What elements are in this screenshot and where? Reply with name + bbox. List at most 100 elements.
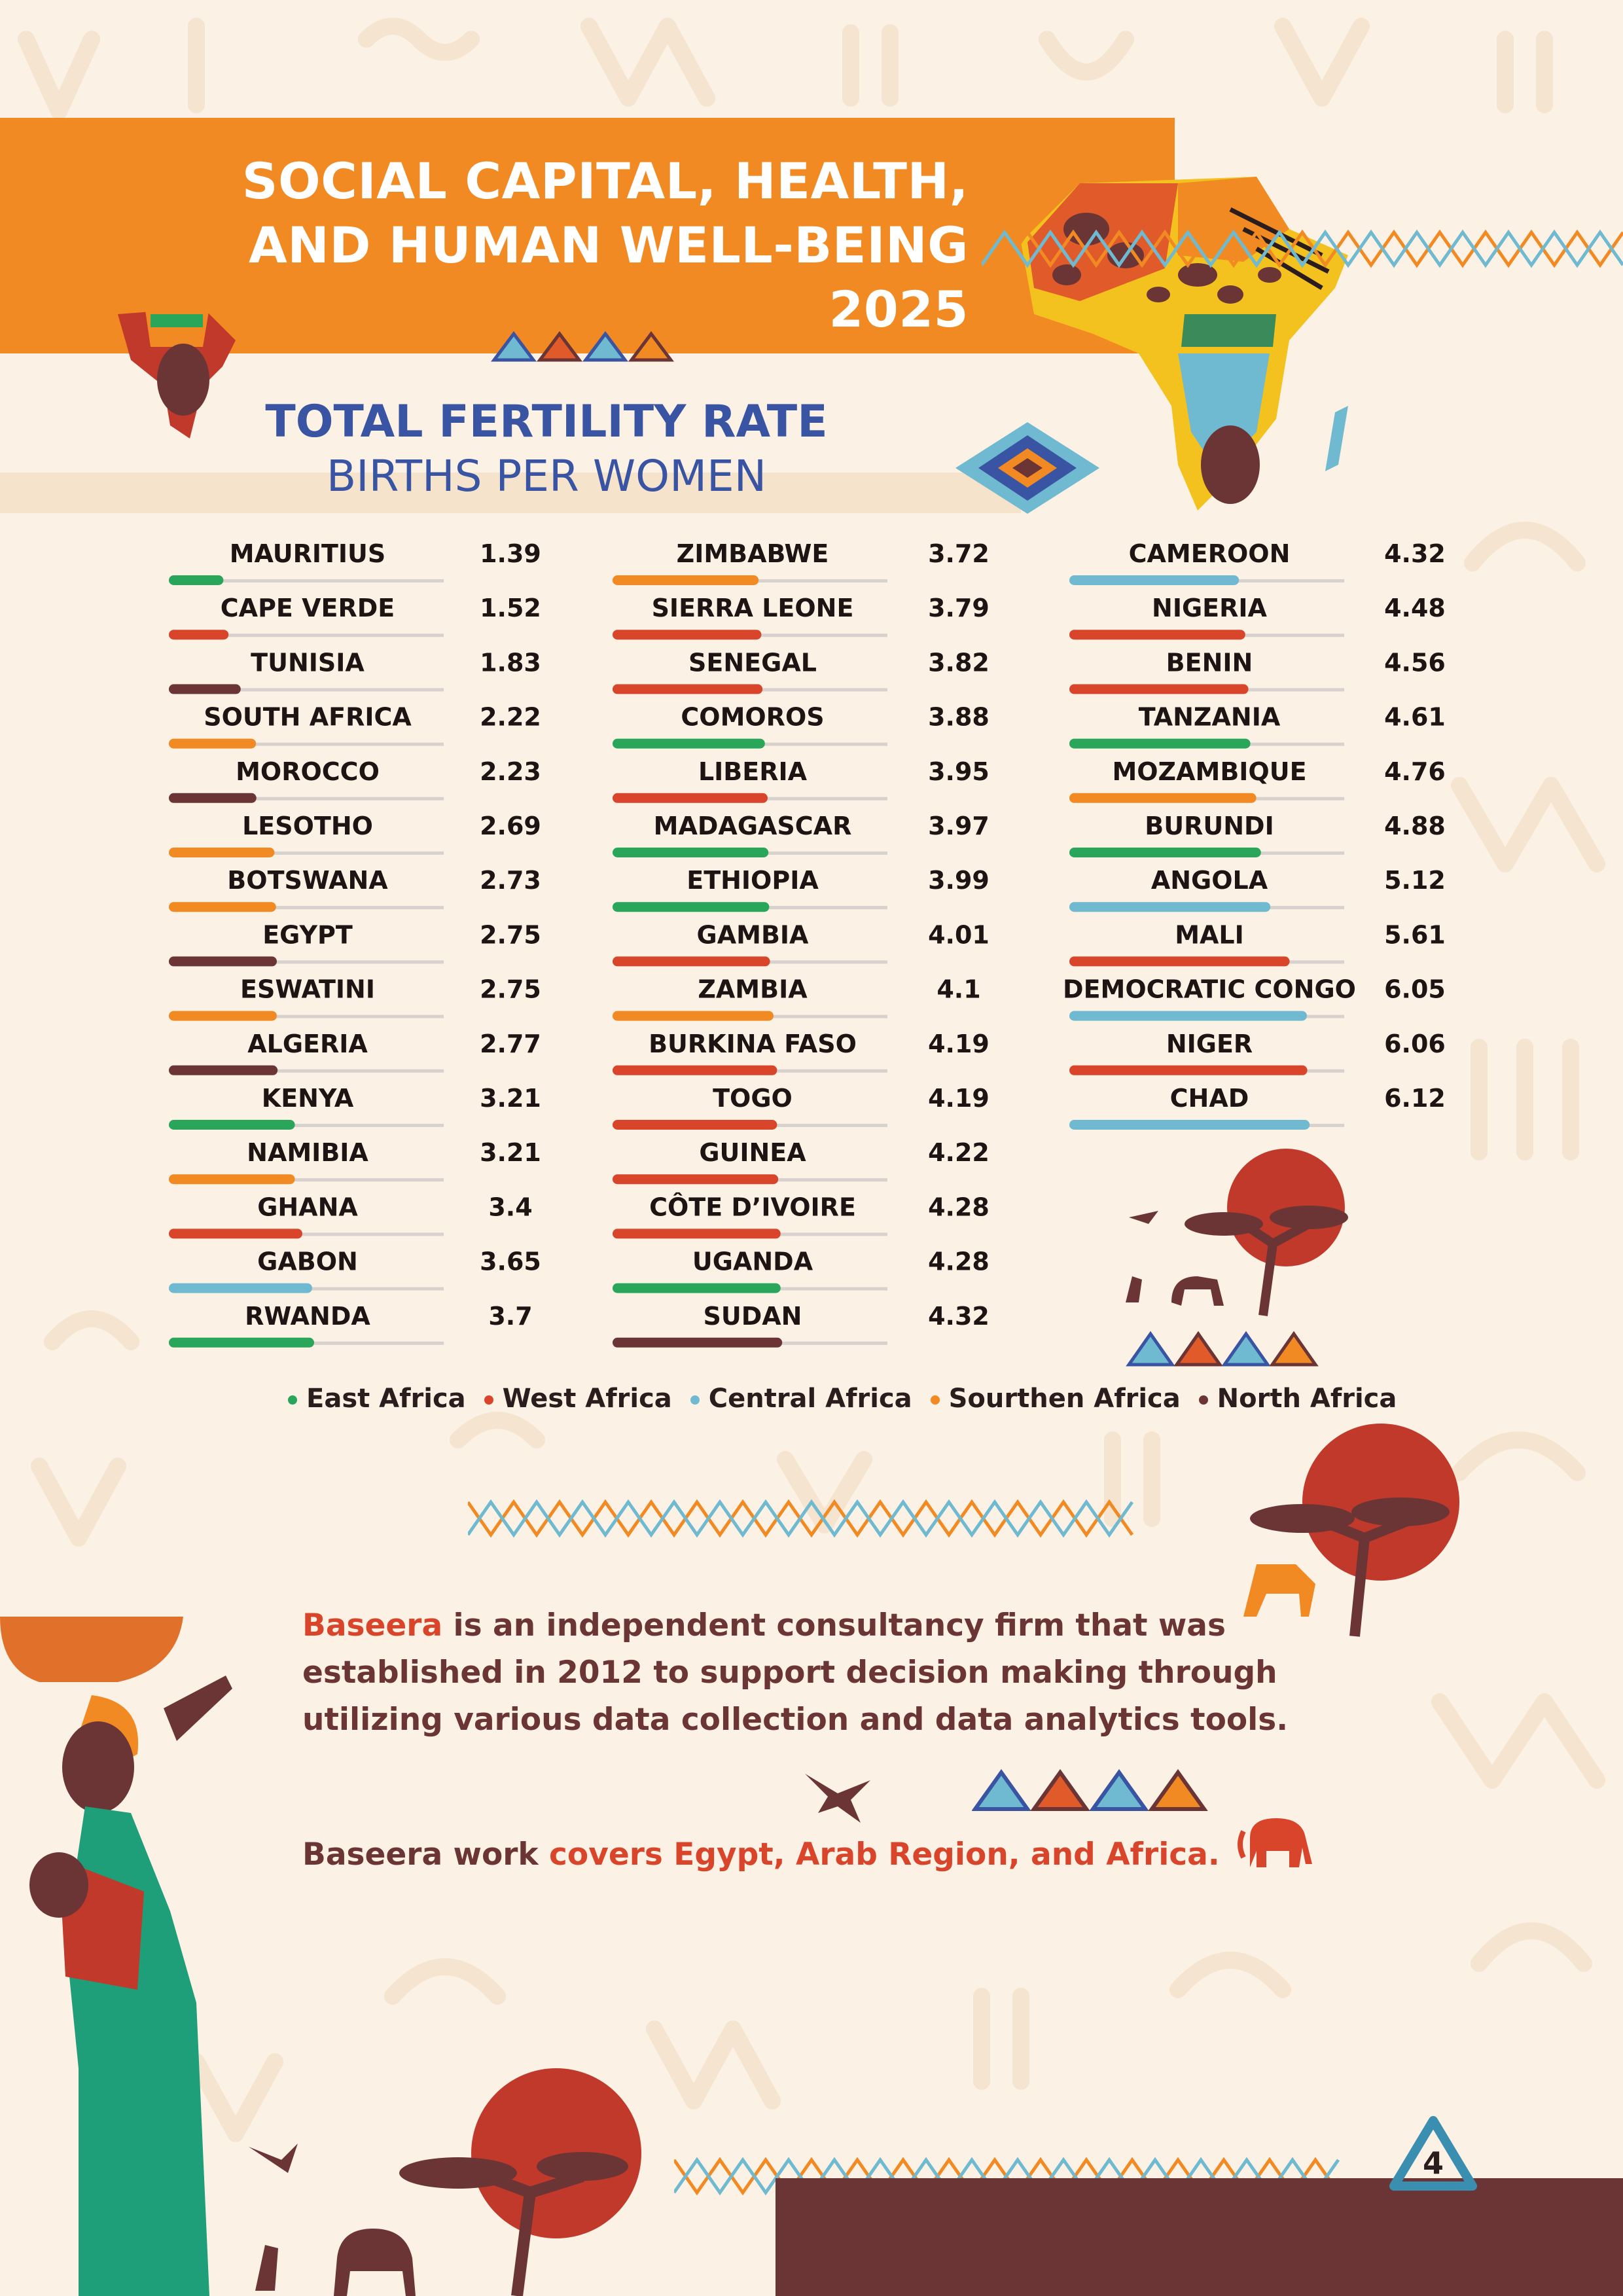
bar (169, 1174, 295, 1185)
chart-row: KENYA 3.21 (169, 1084, 541, 1130)
bar (613, 848, 769, 857)
sun-tree-illustration-1 (1126, 1149, 1348, 1316)
bar (1069, 902, 1271, 912)
bar (613, 1065, 777, 1075)
bar (1069, 793, 1257, 803)
triangle-badge-icon (1389, 2116, 1477, 2191)
bar (1069, 1011, 1307, 1021)
chart-title-block: TOTAL FERTILITY RATE BIRTHS PER WOMEN (157, 393, 936, 501)
value-label: 2.22 (480, 703, 541, 732)
country-label: TANZANIA (1139, 703, 1281, 732)
chart-row: DEMOCRATIC CONGO 6.05 (1063, 975, 1446, 1021)
coverage-statement: Baseera work covers Egypt, Arab Region, … (302, 1831, 1323, 1878)
country-label: BENIN (1166, 648, 1253, 677)
chart-row: MOROCCO 2.23 (169, 757, 541, 803)
footer-band (776, 2178, 1623, 2296)
chart-row: ANGOLA 5.12 (1069, 866, 1446, 912)
value-label: 6.05 (1384, 975, 1446, 1004)
country-label: ZAMBIA (698, 975, 808, 1004)
bar (169, 738, 257, 749)
country-label: GABON (257, 1247, 358, 1276)
value-label: 1.39 (480, 539, 541, 568)
chart-row: CAPE VERDE 1.52 (169, 594, 541, 640)
bar (169, 793, 257, 803)
bar-track (169, 1014, 444, 1018)
bar (1069, 575, 1240, 585)
chart-row: MAURITIUS 1.39 (169, 539, 541, 585)
bar-track (169, 852, 444, 855)
bar (1069, 630, 1245, 640)
chart-row: RWANDA 3.7 (169, 1302, 533, 1348)
country-label: LESOTHO (242, 812, 373, 840)
chart-row: SENEGAL 3.82 (613, 648, 990, 694)
bar (169, 1120, 295, 1130)
country-label: CÔTE D’IVOIRE (649, 1193, 856, 1221)
bar (613, 684, 763, 694)
woman-africa-illustration (118, 293, 236, 439)
country-label: MADAGASCAR (654, 812, 852, 840)
country-label: EGYPT (262, 920, 353, 949)
bar (1069, 1065, 1308, 1075)
chart-row: TANZANIA 4.61 (1069, 703, 1446, 749)
value-label: 2.77 (480, 1030, 541, 1058)
elephant-icon (1238, 1818, 1312, 1867)
woman-carrying-basket-illustration (0, 1617, 232, 2296)
country-label: LIBERIA (698, 757, 808, 786)
coverage-highlight: covers Egypt, Arab Region, and Africa. (549, 1837, 1220, 1873)
value-label: 4.22 (928, 1138, 990, 1167)
country-label: SENEGAL (688, 648, 817, 677)
country-label: SUDAN (704, 1302, 802, 1331)
value-label: 4.88 (1384, 812, 1446, 840)
bar-track (169, 1124, 444, 1127)
bar-track (169, 1232, 444, 1236)
value-label: 4.76 (1384, 757, 1446, 786)
country-label: SOUTH AFRICA (204, 703, 412, 732)
value-label: 4.32 (1384, 539, 1446, 568)
legend-label: West Africa (502, 1384, 672, 1414)
legend-dot (690, 1395, 700, 1405)
chart-row: NIGERIA 4.48 (1069, 594, 1446, 640)
chart-row: CAMEROON 4.32 (1069, 539, 1446, 585)
legend-label: Sourthen Africa (948, 1384, 1181, 1414)
bar-track (169, 742, 444, 746)
country-label: BURKINA FASO (649, 1030, 857, 1058)
chart-row: SIERRA LEONE 3.79 (613, 594, 990, 640)
value-label: 3.79 (928, 594, 990, 622)
chart-row: GAMBIA 4.01 (613, 920, 990, 967)
value-label: 1.83 (480, 648, 541, 677)
value-label: 4.32 (928, 1302, 990, 1331)
legend-central-africa: Central Africa (690, 1384, 912, 1414)
chart-title: TOTAL FERTILITY RATE (265, 396, 828, 448)
chart-row: BENIN 4.56 (1069, 648, 1446, 694)
chart-row: TOGO 4.19 (613, 1084, 990, 1130)
country-label: BOTSWANA (227, 866, 388, 895)
country-label: ALGERIA (247, 1030, 368, 1058)
country-label: SIERRA LEONE (652, 594, 854, 622)
page-title: SOCIAL CAPITAL, HEALTH, AND HUMAN WELL-B… (0, 149, 969, 342)
bar-track (169, 1178, 444, 1182)
value-label: 4.01 (928, 920, 990, 949)
chart-row: ZAMBIA 4.1 (613, 975, 981, 1021)
country-label: ANGOLA (1151, 866, 1268, 895)
value-label: 3.97 (928, 812, 990, 840)
chart-row: NIGER 6.06 (1069, 1030, 1446, 1075)
bar-track (169, 634, 444, 637)
value-label: 2.73 (480, 866, 541, 895)
chart-row: SOUTH AFRICA 2.22 (169, 703, 541, 749)
chart-row: MOZAMBIQUE 4.76 (1069, 757, 1446, 803)
legend-dot (930, 1395, 940, 1405)
country-label: GHANA (257, 1193, 358, 1221)
chart-row: SUDAN 4.32 (613, 1302, 990, 1348)
chart-row: ALGERIA 2.77 (169, 1030, 541, 1075)
country-label: CAPE VERDE (221, 594, 395, 622)
legend-southern-africa: Sourthen Africa (930, 1384, 1181, 1414)
bar (169, 1065, 278, 1075)
chart-row: COMOROS 3.88 (613, 703, 990, 749)
bar (169, 1011, 277, 1021)
country-label: MOZAMBIQUE (1112, 757, 1306, 786)
bar (169, 1283, 312, 1293)
chart-row: ETHIOPIA 3.99 (613, 866, 990, 912)
bar (613, 575, 759, 585)
triangle-decoration-mid (1126, 1331, 1319, 1367)
africa-map-illustration (1021, 177, 1348, 511)
